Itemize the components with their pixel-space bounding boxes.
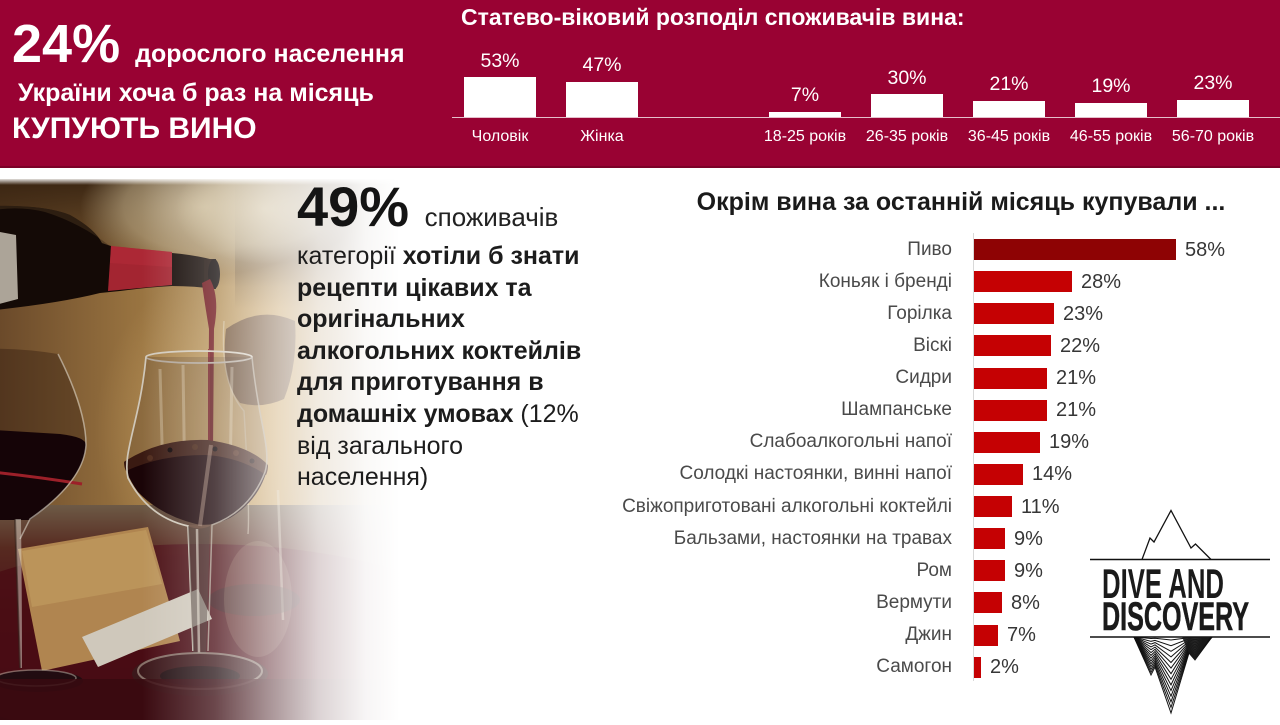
svg-text:DIVE AND: DIVE AND [1102, 560, 1224, 607]
svg-text:DISCOVERY: DISCOVERY [1102, 595, 1249, 639]
